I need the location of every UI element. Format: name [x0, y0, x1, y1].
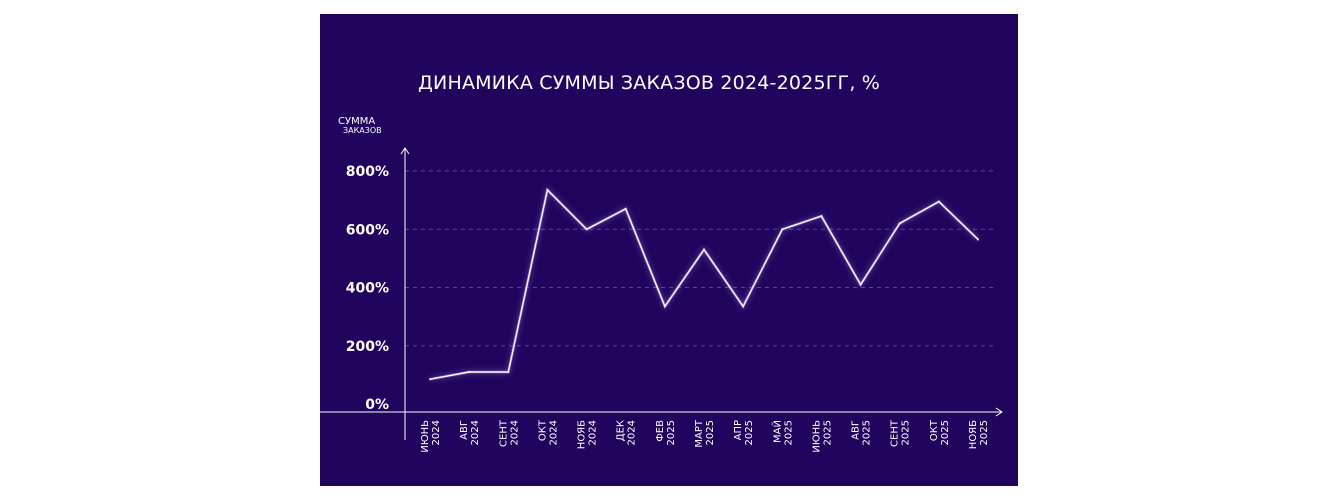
x-tick-labels: ИЮНЬ 2024 АВГ 2024 СЕНТ 2024 ОКТ 2024 НОЯБ 2024 ДЕ…	[420, 419, 990, 453]
grid-lines	[405, 170, 996, 347]
x-tick-label: АВГ 2025	[851, 420, 873, 445]
x-tick-month: НОЯБ	[577, 420, 588, 449]
x-tick-month: ИЮНЬ	[420, 420, 431, 453]
series-line	[429, 186, 980, 381]
x-tick-month: ОКТ	[537, 419, 548, 441]
series-line-path	[429, 188, 979, 380]
x-tick-label: ИЮНЬ 2024	[420, 420, 442, 453]
y-axis-label-line-1: СУММА	[338, 116, 376, 127]
chart-panel	[320, 14, 1018, 486]
y-axis-arrow	[400, 147, 410, 155]
y-tick-label: 600%	[346, 222, 389, 238]
x-tick-label: НОЯБ 2025	[968, 420, 990, 449]
chart-title: ДИНАМИКА СУММЫ ЗАКАЗОВ 2024-2025ГГ, %	[418, 72, 881, 94]
data-point	[937, 200, 940, 203]
x-tick-label: ДЕК 2024	[616, 420, 638, 445]
x-tick-month: АВГ	[459, 420, 470, 440]
x-tick-month: СЕНТ	[498, 419, 509, 447]
x-axis-arrow	[995, 407, 1003, 417]
data-point	[859, 283, 862, 286]
data-point	[977, 238, 979, 241]
x-tick-month: МАЙ	[770, 420, 783, 443]
data-point	[507, 370, 510, 373]
data-point	[820, 215, 823, 218]
x-tick-label: НОЯБ 2024	[577, 420, 599, 449]
x-tick-year: 2025	[979, 420, 990, 445]
x-tick-year: 2025	[783, 420, 794, 445]
y-tick-labels: 800% 600% 400% 200% 0%	[346, 164, 389, 413]
data-point	[624, 207, 627, 210]
x-tick-month: ФЕВ	[655, 420, 666, 442]
y-axis-label: СУММА ЗАКАЗОВ	[338, 116, 382, 136]
x-tick-year: 2025	[705, 420, 716, 445]
x-tick-month: НОЯБ	[968, 420, 979, 449]
data-point	[663, 305, 666, 308]
x-tick-label: ОКТ 2024	[537, 419, 559, 445]
x-tick-year: 2025	[744, 420, 755, 445]
x-tick-year: 2025	[901, 420, 912, 445]
axes	[320, 147, 1003, 440]
y-tick-label: 0%	[365, 397, 389, 413]
data-point	[781, 228, 784, 231]
x-tick-label: ФЕВ 2025	[655, 420, 677, 446]
data-point	[546, 188, 549, 191]
x-tick-month: ДЕК	[616, 420, 627, 441]
x-tick-label: МАРТ 2025	[694, 419, 716, 447]
x-tick-label: ИЮНЬ 2025	[811, 420, 833, 453]
y-axis-label-line-2: ЗАКАЗОВ	[343, 126, 382, 135]
x-tick-year: 2024	[627, 420, 638, 445]
x-tick-label: МАЙ 2025	[770, 420, 794, 445]
y-tick-label: 800%	[346, 164, 389, 180]
y-tick-label: 400%	[346, 281, 389, 297]
data-point	[703, 248, 705, 251]
x-tick-month: ИЮНЬ	[811, 420, 822, 453]
y-tick-label: 200%	[346, 339, 389, 355]
data-point	[585, 228, 588, 231]
x-tick-year: 2024	[470, 420, 481, 445]
x-tick-month: МАРТ	[694, 419, 705, 447]
data-point	[898, 222, 901, 225]
x-tick-year: 2025	[862, 420, 873, 445]
data-point	[468, 370, 471, 373]
x-tick-label: СЕНТ 2024	[498, 419, 520, 447]
x-tick-label: АВГ 2024	[459, 420, 481, 445]
x-tick-label: АПР 2025	[733, 420, 755, 445]
x-tick-year: 2024	[431, 420, 442, 445]
x-tick-year: 2024	[509, 420, 520, 445]
x-tick-month: ОКТ	[929, 419, 940, 441]
x-tick-month: СЕНТ	[890, 419, 901, 447]
data-point	[429, 378, 431, 381]
data-point	[742, 305, 745, 308]
x-tick-year: 2025	[666, 420, 677, 445]
x-tick-label: СЕНТ 2025	[890, 419, 912, 447]
x-tick-month: АВГ	[851, 420, 862, 440]
x-tick-year: 2025	[940, 420, 951, 445]
x-tick-year: 2024	[588, 420, 599, 445]
x-tick-year: 2025	[822, 420, 833, 445]
x-tick-month: АПР	[733, 420, 744, 440]
x-tick-label: ОКТ 2025	[929, 419, 951, 445]
x-tick-year: 2024	[548, 420, 559, 445]
